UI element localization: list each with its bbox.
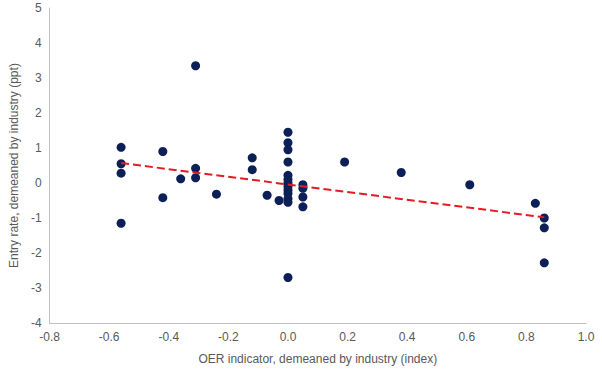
svg-text:0.6: 0.6 [458, 330, 475, 344]
svg-text:0.8: 0.8 [518, 330, 535, 344]
svg-text:0: 0 [35, 176, 42, 190]
svg-text:Entry rate, demeaned by indust: Entry rate, demeaned by industry (ppt) [7, 63, 21, 268]
svg-text:2: 2 [35, 106, 42, 120]
svg-text:0.0: 0.0 [280, 330, 297, 344]
svg-text:-0.8: -0.8 [39, 330, 60, 344]
svg-text:0.4: 0.4 [399, 330, 416, 344]
svg-text:-0.4: -0.4 [158, 330, 179, 344]
svg-text:3: 3 [35, 71, 42, 85]
svg-text:-2: -2 [31, 246, 42, 260]
svg-text:-0.2: -0.2 [218, 330, 239, 344]
svg-text:-3: -3 [31, 281, 42, 295]
svg-text:-1: -1 [31, 211, 42, 225]
svg-text:1.0: 1.0 [578, 330, 595, 344]
svg-text:4: 4 [35, 36, 42, 50]
svg-text:1: 1 [35, 141, 42, 155]
svg-text:OER indicator, demeaned by ind: OER indicator, demeaned by industry (ind… [198, 352, 437, 366]
svg-text:0.2: 0.2 [339, 330, 356, 344]
svg-text:-4: -4 [31, 316, 42, 330]
svg-text:5: 5 [35, 1, 42, 15]
svg-text:-0.6: -0.6 [99, 330, 120, 344]
